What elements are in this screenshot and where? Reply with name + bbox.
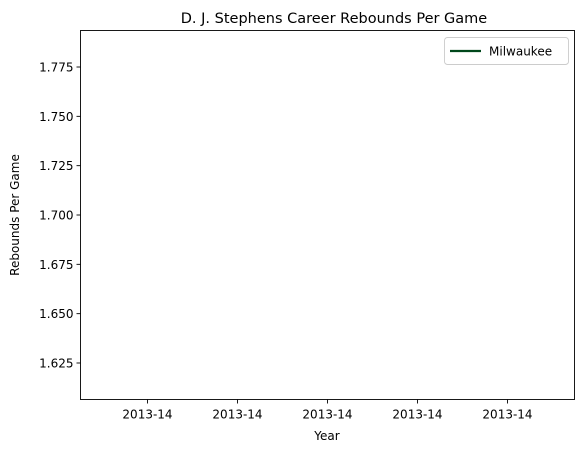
y-axis-label: Rebounds Per Game <box>8 154 22 276</box>
legend: Milwaukee <box>444 37 569 65</box>
legend-label-milwaukee: Milwaukee <box>489 45 552 59</box>
y-tick-label: 1.675 <box>39 258 73 272</box>
y-tick-label: 1.625 <box>39 356 73 370</box>
x-tick-label: 2013-14 <box>302 408 352 422</box>
plot-frame <box>80 30 575 400</box>
y-axis: 1.625 1.650 1.675 1.700 1.725 1.750 1.775 <box>39 61 81 370</box>
x-tick-label: 2013-14 <box>482 408 532 422</box>
plot-area <box>80 30 575 400</box>
y-tick-label: 1.725 <box>39 159 73 173</box>
y-tick-label: 1.700 <box>39 209 73 223</box>
y-tick-label: 1.775 <box>39 61 73 75</box>
y-tick-label: 1.750 <box>39 110 73 124</box>
x-axis-label: Year <box>313 429 339 443</box>
x-tick-label: 2013-14 <box>122 408 172 422</box>
y-tick-label: 1.650 <box>39 307 73 321</box>
legend-box <box>444 37 569 65</box>
x-axis: 2013-14 2013-14 2013-14 2013-14 2013-14 <box>122 399 533 422</box>
x-tick-label: 2013-14 <box>392 408 442 422</box>
x-tick-label: 2013-14 <box>212 408 262 422</box>
chart-title: D. J. Stephens Career Rebounds Per Game <box>181 11 488 27</box>
